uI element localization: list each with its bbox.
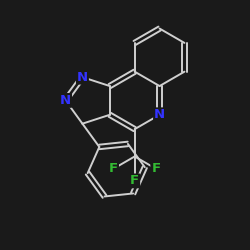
Text: F: F xyxy=(130,174,139,188)
Text: N: N xyxy=(154,108,165,121)
Text: F: F xyxy=(109,162,118,175)
Text: F: F xyxy=(151,162,160,175)
Text: N: N xyxy=(60,94,71,107)
Text: N: N xyxy=(77,71,88,84)
